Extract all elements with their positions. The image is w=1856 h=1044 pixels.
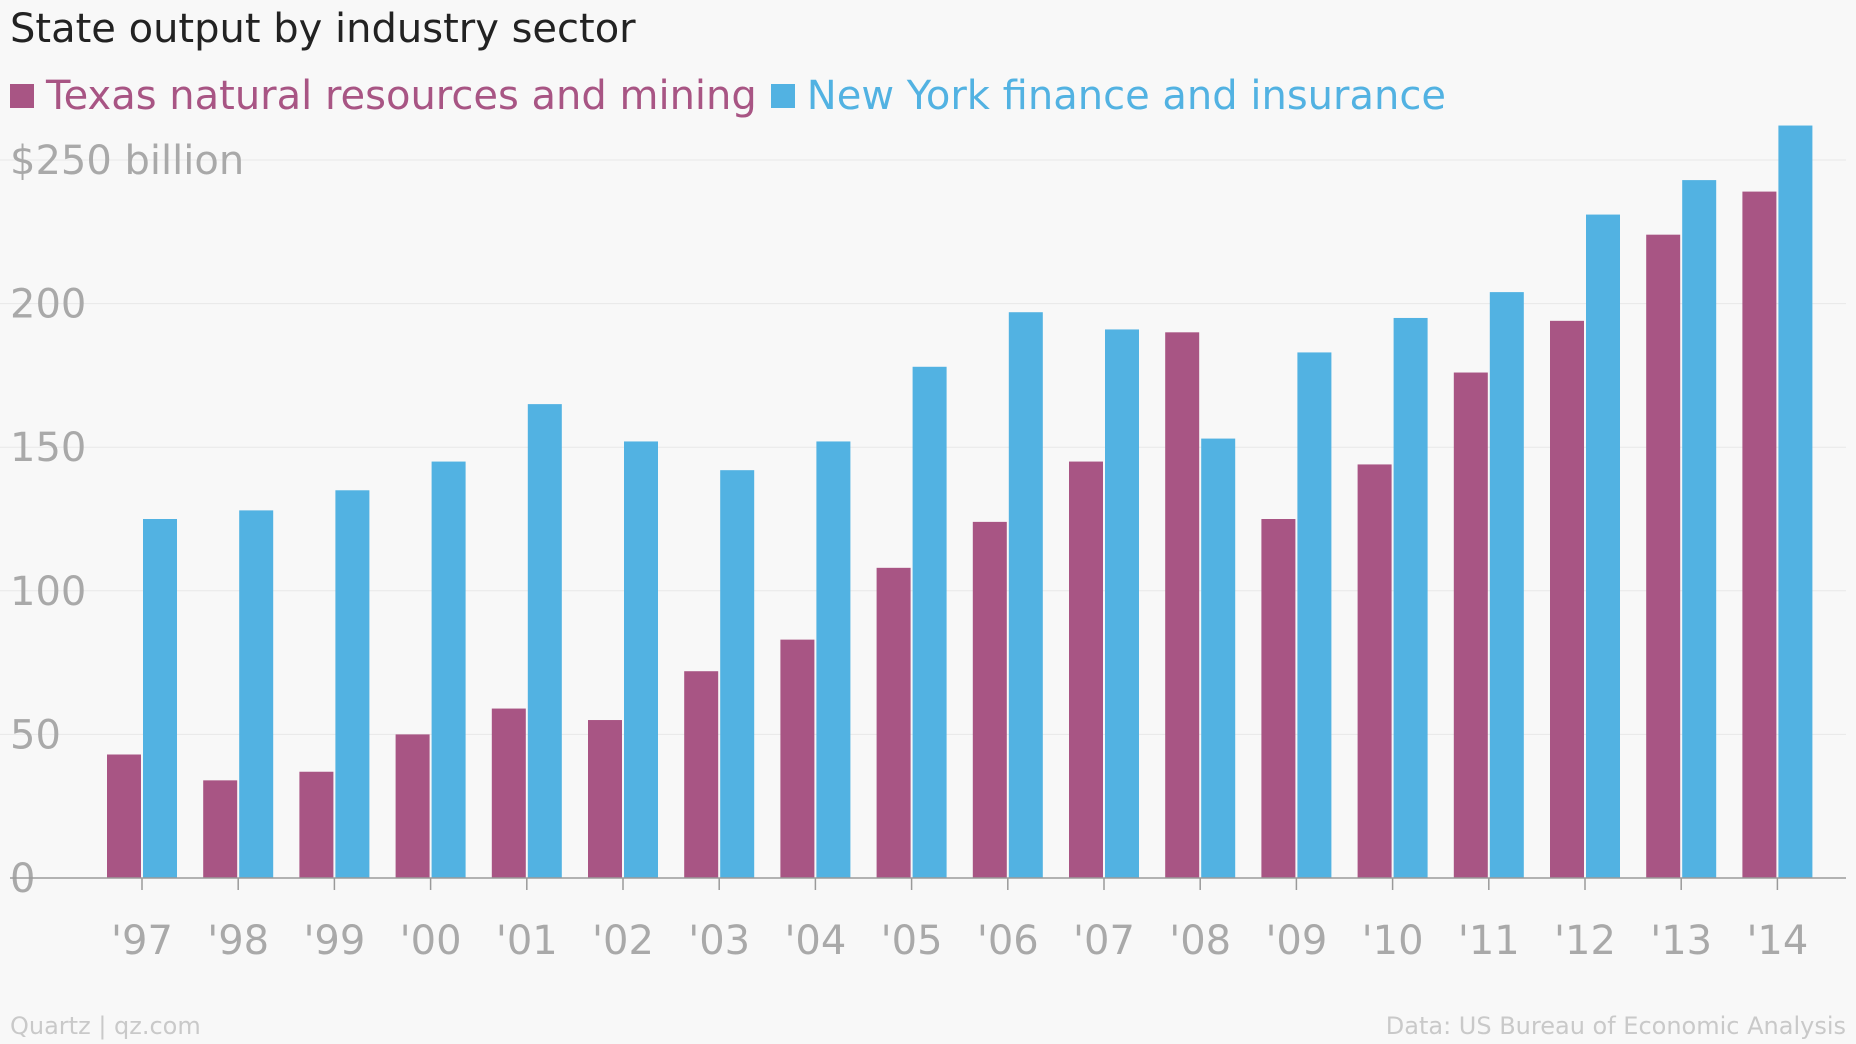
x-tick-label-17: '14 xyxy=(1746,918,1808,964)
bar-newyork-11 xyxy=(1201,438,1236,878)
bar-newyork-4 xyxy=(527,404,562,878)
legend-label-newyork: New York finance and insurance xyxy=(806,73,1446,119)
x-tick-label-16: '13 xyxy=(1650,918,1712,964)
bar-texas-5 xyxy=(588,720,622,878)
legend-swatch-newyork xyxy=(770,84,795,108)
x-tick-label-10: '07 xyxy=(1073,918,1135,964)
bar-newyork-9 xyxy=(1008,312,1043,878)
bar-texas-7 xyxy=(780,639,815,878)
x-tick-label-1: '98 xyxy=(207,918,269,964)
bar-newyork-8 xyxy=(912,366,947,878)
y-tick-label-250: $250 billion xyxy=(10,138,244,184)
x-tick-label-2: '99 xyxy=(303,918,365,964)
bar-texas-14 xyxy=(1453,372,1488,878)
y-tick-label-100: 100 xyxy=(10,569,86,615)
x-tick-label-6: '03 xyxy=(688,918,750,964)
bar-newyork-16 xyxy=(1682,180,1717,878)
x-tick-label-14: '11 xyxy=(1458,918,1520,964)
bar-texas-3 xyxy=(395,734,430,878)
legend-swatch-texas xyxy=(10,84,34,108)
bar-texas-0 xyxy=(107,754,141,878)
bar-newyork-15 xyxy=(1586,214,1620,878)
bar-texas-4 xyxy=(491,708,526,878)
bar-texas-1 xyxy=(203,780,238,878)
legend-item-texas: Texas natural resources and mining xyxy=(10,72,757,120)
x-tick-label-13: '10 xyxy=(1362,918,1424,964)
bar-newyork-7 xyxy=(816,441,851,878)
x-tick-label-8: '05 xyxy=(881,918,943,964)
bar-newyork-1 xyxy=(239,510,274,878)
chart-legend: Texas natural resources and mining New Y… xyxy=(10,72,1460,120)
y-tick-label-50: 50 xyxy=(10,712,61,758)
x-tick-label-5: '02 xyxy=(592,918,654,964)
x-tick-label-0: '97 xyxy=(111,918,173,964)
x-tick-label-12: '09 xyxy=(1265,918,1327,964)
bar-newyork-13 xyxy=(1393,317,1428,879)
y-tick-label-200: 200 xyxy=(10,282,86,328)
bar-chart: 0 50 100 150 200 $250 billion '97 '98 '99 '00 '01 '… xyxy=(0,125,1846,964)
bar-texas-2 xyxy=(299,771,334,878)
bar-texas-8 xyxy=(876,567,911,878)
bar-newyork-17 xyxy=(1778,125,1813,878)
x-tick-label-3: '00 xyxy=(400,918,462,964)
legend-item-newyork: New York finance and insurance xyxy=(770,72,1446,120)
legend-label-texas: Texas natural resources and mining xyxy=(46,73,757,119)
y-tick-label-150: 150 xyxy=(10,425,86,471)
bar-newyork-2 xyxy=(335,490,370,878)
bar-newyork-12 xyxy=(1297,352,1332,878)
bar-newyork-14 xyxy=(1489,292,1524,878)
x-tick-label-9: '06 xyxy=(977,918,1039,964)
x-tick-label-7: '04 xyxy=(784,918,846,964)
bar-newyork-0 xyxy=(143,519,177,878)
x-tick-label-4: '01 xyxy=(496,918,558,964)
footer-source-right: Data: US Bureau of Economic Analysis xyxy=(1385,1012,1846,1040)
x-tick-label-15: '12 xyxy=(1554,918,1616,964)
bar-texas-17 xyxy=(1742,191,1777,879)
bar-texas-6 xyxy=(684,671,719,878)
x-tick-label-11: '08 xyxy=(1169,918,1231,964)
bar-texas-13 xyxy=(1357,464,1392,878)
bar-texas-12 xyxy=(1261,519,1296,878)
chart-title: State output by industry sector xyxy=(10,6,636,52)
bar-newyork-10 xyxy=(1105,329,1139,878)
bar-newyork-6 xyxy=(720,470,755,878)
bar-texas-11 xyxy=(1165,332,1200,878)
bar-newyork-5 xyxy=(624,441,658,878)
bar-texas-10 xyxy=(1069,461,1103,878)
bar-texas-15 xyxy=(1550,320,1584,878)
bar-texas-9 xyxy=(972,521,1007,878)
y-tick-label-0: 0 xyxy=(10,856,35,902)
bar-texas-16 xyxy=(1646,234,1681,878)
bar-newyork-3 xyxy=(431,461,466,878)
footer-source-left: Quartz | qz.com xyxy=(10,1012,201,1040)
